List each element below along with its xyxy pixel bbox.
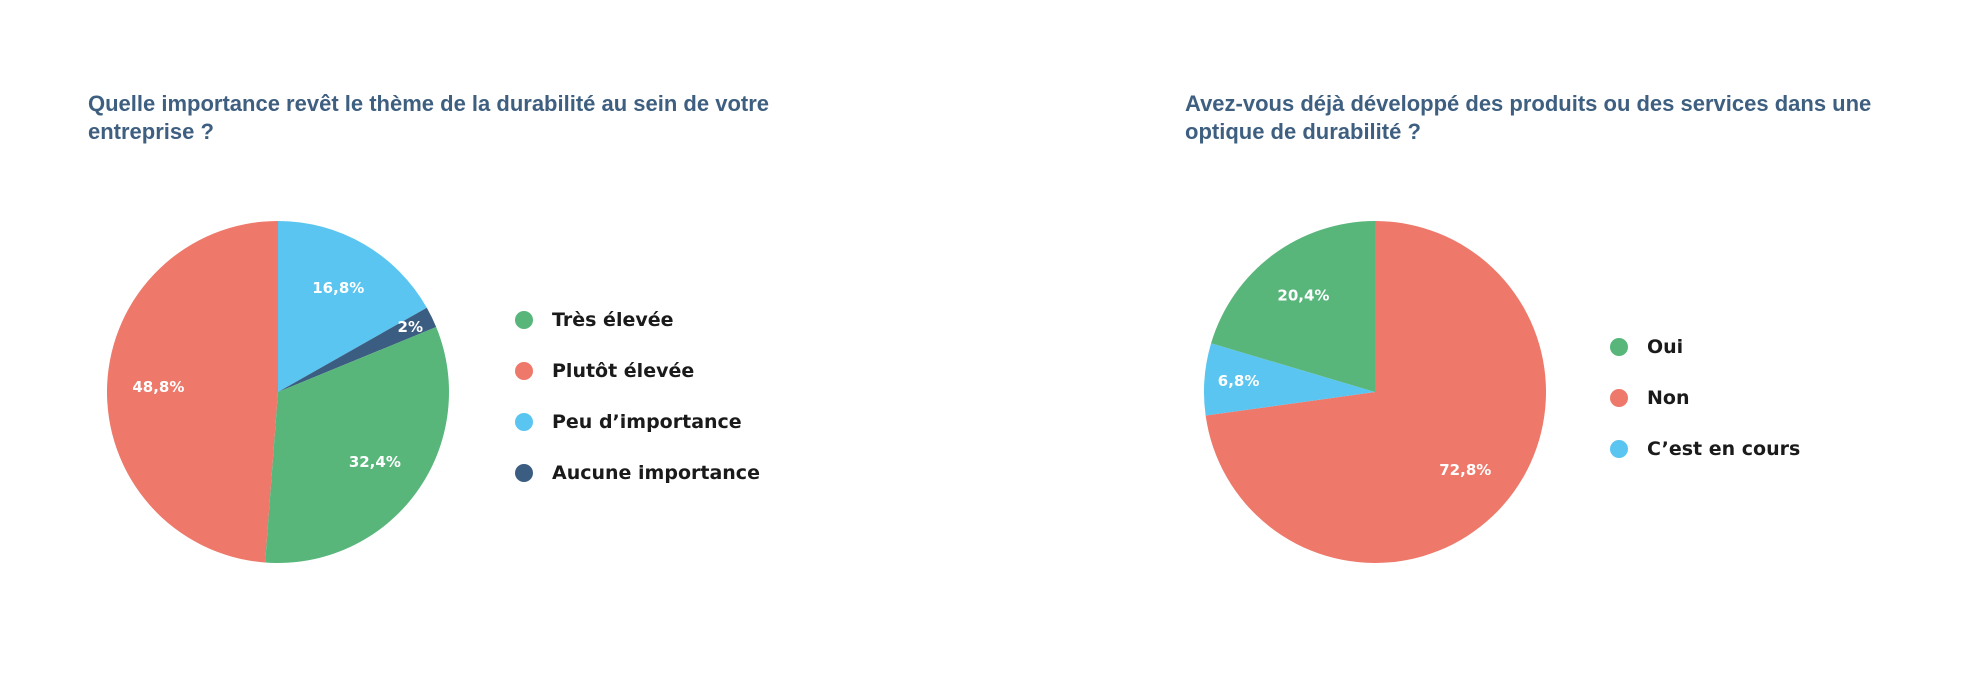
legend-swatch: [515, 412, 533, 431]
pie-slice-non: [1205, 221, 1546, 563]
legend-item-tres-elevee: Très élevée: [515, 294, 760, 345]
chart-panel-importance: Quelle importance revêt le thème de la d…: [88, 91, 770, 563]
pie-slice-plutot-elevee: [106, 221, 278, 563]
legend-label: Non: [1647, 386, 1690, 409]
legend-label: C’est en cours: [1647, 437, 1801, 460]
pie-chart-importance: 48,8% 16,8% 2% 32,4%: [106, 221, 450, 563]
legend-swatch: [515, 463, 533, 482]
chart-panel-products: Avez-vous déjà développé des produits ou…: [990, 0, 1980, 676]
legend-swatch: [1610, 439, 1628, 458]
pie-slice-oui: [1211, 221, 1375, 392]
legend-label: Aucune importance: [552, 461, 760, 484]
chart-title: Avez-vous déjà développé des produits ou…: [1185, 91, 1872, 144]
legend-item-plutot-elevee: Plutôt élevée: [515, 345, 760, 396]
pie-chart-products: 72,8% 6,8% 20,4%: [1204, 221, 1546, 563]
chart-title: Quelle importance revêt le thème de la d…: [88, 91, 770, 144]
legend-swatch: [1610, 337, 1628, 356]
legend-swatch: [515, 310, 533, 329]
legend-label: Peu d’importance: [552, 410, 742, 433]
legend-swatch: [1610, 388, 1628, 407]
slice-value-label: 2%: [398, 318, 423, 336]
legend-item-peu-d-importance: Peu d’importance: [515, 396, 760, 447]
legend-importance: Très élevée Plutôt élevée Peu d’importance…: [515, 294, 760, 498]
legend-label: Très élevée: [552, 308, 674, 331]
legend-item-c-est-en-cours: C’est en cours: [1610, 423, 1800, 474]
slice-value-label: 32,4%: [349, 453, 401, 471]
pie-slice-tres-elevee: [265, 327, 450, 563]
pie-slice-aucune-importance: [278, 307, 437, 392]
slice-value-label: 20,4%: [1277, 287, 1329, 305]
legend-products: Oui Non C’est en cours: [1610, 321, 1800, 474]
pie-slice-peu-d-importance: [278, 221, 427, 392]
legend-swatch: [515, 361, 533, 380]
legend-item-oui: Oui: [1610, 321, 1800, 372]
slice-value-label: 16,8%: [312, 279, 364, 297]
slice-value-label: 48,8%: [132, 378, 184, 396]
slice-value-label: 72,8%: [1439, 461, 1491, 479]
legend-item-aucune-importance: Aucune importance: [515, 447, 760, 498]
legend-label: Oui: [1647, 335, 1684, 358]
legend-label: Plutôt élevée: [552, 359, 695, 382]
pie-slice-c-est-en-cours: [1204, 343, 1375, 416]
legend-item-non: Non: [1610, 372, 1800, 423]
slice-value-label: 6,8%: [1218, 372, 1260, 390]
